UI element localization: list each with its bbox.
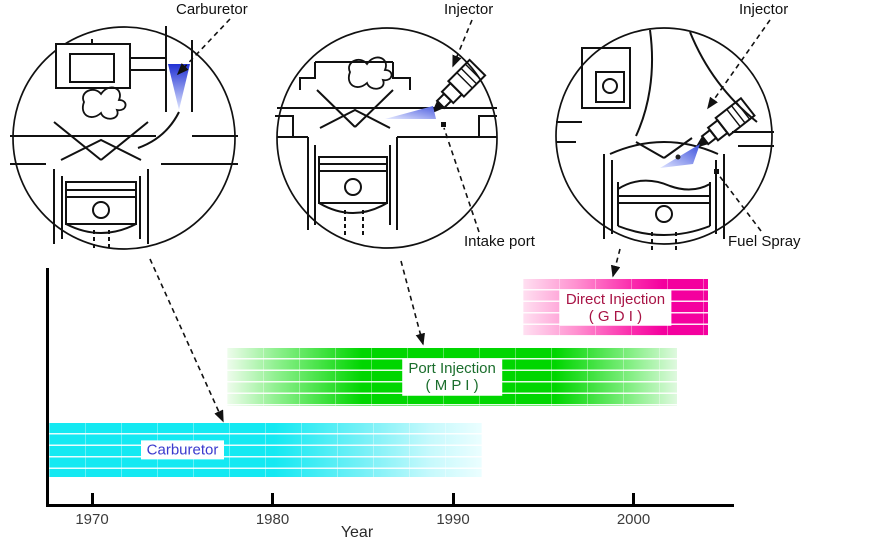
x-tick-mark xyxy=(90,493,94,504)
injector-graphic xyxy=(431,58,487,114)
timeline-bar-carburetor: Carburetor xyxy=(48,423,482,477)
x-tick-mark xyxy=(271,493,274,504)
fuel-spray-label: Fuel Spray xyxy=(728,233,801,250)
x-tick-label: 1970 xyxy=(75,511,109,528)
injector-label-port: Injector xyxy=(444,1,494,18)
spray-dot xyxy=(675,154,681,160)
engine-head xyxy=(10,86,238,165)
engine-head xyxy=(275,56,497,138)
injector-label-direct: Injector xyxy=(739,1,789,18)
carburetor-label: Carburetor xyxy=(176,1,248,18)
fuel-spray-graphic xyxy=(168,64,190,110)
x-axis-title: Year xyxy=(340,524,374,541)
x-tick-label: 1990 xyxy=(436,511,470,528)
fuel-spray-graphic xyxy=(385,106,436,119)
x-tick-mark xyxy=(451,493,455,504)
x-tick-mark xyxy=(632,493,635,504)
bar-label-direct-injection: Direct Injection( G D I ) xyxy=(559,289,672,326)
bar-label-port-injection: Port Injection( M P I ) xyxy=(402,358,502,396)
x-tick-label: 2000 xyxy=(616,511,651,528)
bar-label-carburetor: Carburetor xyxy=(140,440,225,460)
intake-port-label: Intake port xyxy=(464,233,535,250)
inset-circle xyxy=(555,27,773,245)
x-axis xyxy=(46,504,734,507)
cylinder-piston xyxy=(307,137,398,238)
timeline-bar-direct-injection: Direct Injection( G D I ) xyxy=(523,279,708,336)
port-injection-engine-inset xyxy=(275,27,498,249)
x-tick-label: 1980 xyxy=(255,511,290,528)
timeline-bar-port-injection: Port Injection( M P I ) xyxy=(227,348,677,406)
y-axis xyxy=(46,268,49,507)
cylinder-piston xyxy=(53,169,149,248)
inset-circle xyxy=(12,26,236,250)
